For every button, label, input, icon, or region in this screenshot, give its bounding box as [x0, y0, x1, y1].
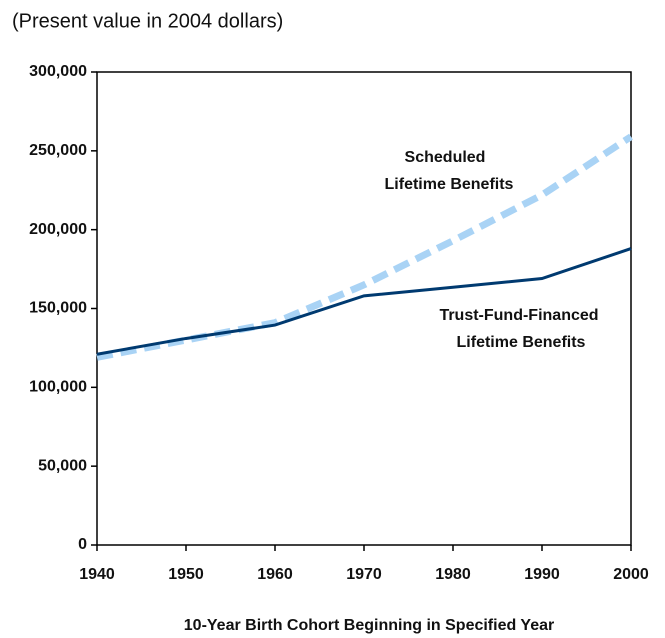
series-line — [96, 133, 633, 361]
x-tick-label: 1950 — [168, 566, 204, 583]
x-tick-label: 1940 — [79, 566, 115, 583]
series-label: Lifetime Benefits — [457, 334, 586, 351]
plot-frame — [96, 71, 632, 546]
series-label: Lifetime Benefits — [385, 176, 514, 193]
x-tick-label: 2000 — [613, 566, 649, 583]
chart-subtitle: (Present value in 2004 dollars) — [12, 10, 283, 32]
y-tick-label: 150,000 — [29, 300, 87, 317]
series-label: Scheduled — [405, 149, 486, 166]
series-label: Trust-Fund-Financed — [439, 307, 598, 324]
y-tick-label: 250,000 — [29, 142, 87, 159]
y-tick-label: 300,000 — [29, 63, 87, 80]
series-line — [96, 247, 632, 356]
y-tick-label: 50,000 — [38, 457, 87, 474]
x-axis-label: 10-Year Birth Cohort Beginning in Specif… — [184, 617, 554, 634]
y-tick-label: 200,000 — [29, 221, 87, 238]
x-tick-label: 1990 — [524, 566, 560, 583]
x-tick-label: 1970 — [346, 566, 382, 583]
x-tick-label: 1960 — [257, 566, 293, 583]
y-tick-label: 100,000 — [29, 379, 87, 396]
x-tick-label: 1980 — [435, 566, 471, 583]
y-tick-label: 0 — [78, 536, 87, 553]
